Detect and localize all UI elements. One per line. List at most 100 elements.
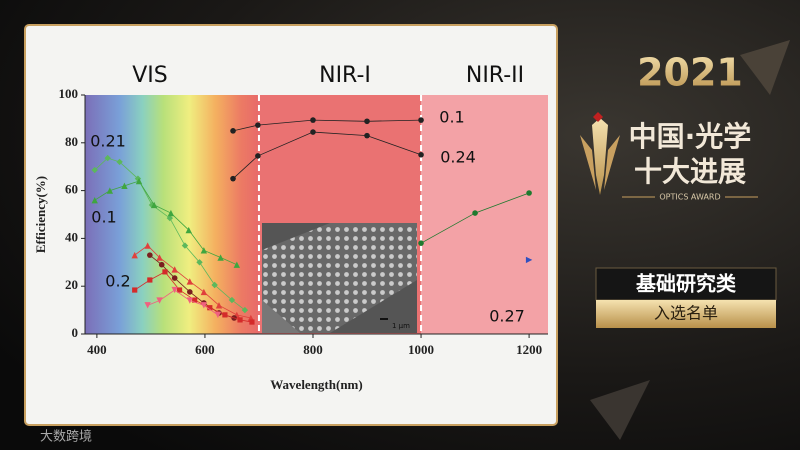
point: [418, 151, 424, 158]
point: [131, 251, 138, 259]
point: [186, 278, 194, 285]
point: [233, 261, 241, 268]
scale-label: 1 μm: [392, 322, 410, 330]
award-year: 2021: [637, 51, 743, 95]
point: [186, 297, 194, 304]
y-tick-label: 0: [72, 325, 79, 340]
point: [166, 214, 174, 222]
point: [116, 158, 123, 166]
point: [147, 252, 153, 258]
annotation: 0.1: [439, 108, 464, 127]
point: [135, 177, 143, 185]
decor: [740, 40, 790, 95]
point: [228, 296, 236, 304]
point: [147, 277, 153, 283]
point: [132, 287, 138, 293]
award: 2021 中国·光学 十大进展 OPTICS AWARD 基础研究类 入选名单: [580, 51, 777, 328]
point: [104, 154, 111, 162]
point: [121, 182, 128, 190]
y-axis-label: Efficiency(%): [33, 176, 48, 253]
x-tick-label: 600: [195, 342, 215, 357]
point: [222, 312, 228, 318]
point: [241, 306, 249, 314]
inset-image: 1 μm: [262, 223, 417, 333]
decor: [590, 380, 650, 440]
watermark: 大数跨境: [40, 430, 92, 445]
award-list: 入选名单: [654, 304, 718, 323]
region-label: VIS: [132, 63, 168, 88]
point: [176, 287, 183, 293]
point: [526, 190, 532, 196]
point: [214, 311, 222, 319]
point: [156, 297, 163, 304]
point: [150, 201, 158, 209]
point: [196, 259, 203, 266]
point: [158, 261, 165, 268]
trophy-gem: [593, 112, 603, 122]
x-tick-label: 800: [303, 342, 323, 357]
point: [167, 209, 175, 217]
point: [91, 196, 98, 204]
annotation: 0.21: [90, 132, 126, 151]
category-box: [595, 267, 777, 301]
x-tick-label: 1200: [516, 342, 542, 357]
trophy: [592, 118, 608, 195]
series-line: [94, 180, 237, 266]
point: [237, 317, 243, 323]
annotation: 0.1: [91, 208, 116, 227]
region-label: NIR-II: [466, 63, 524, 88]
annotation: 0.24: [440, 148, 476, 167]
annotation: 0.27: [489, 307, 525, 326]
award-category: 基础研究类: [636, 272, 736, 296]
point: [200, 302, 208, 309]
point: [418, 117, 424, 123]
list-bar: [596, 300, 776, 328]
y-tick-label: 80: [65, 134, 78, 149]
point: [255, 122, 261, 128]
point: [171, 275, 178, 281]
point: [217, 254, 224, 261]
point: [200, 247, 208, 254]
point: [230, 175, 236, 182]
annotation: 0.2: [105, 272, 130, 291]
point: [215, 302, 223, 309]
point: [255, 153, 261, 159]
award-line: 十大进展: [634, 155, 746, 188]
point: [171, 266, 178, 273]
point: [134, 175, 142, 182]
x-tick-label: 1000: [408, 342, 434, 357]
trophy-wings: [580, 135, 620, 190]
point: [187, 289, 193, 295]
point: [144, 242, 151, 249]
point: [207, 305, 213, 311]
award-english: OPTICS AWARD: [659, 193, 720, 202]
point: [162, 269, 168, 275]
point: [230, 128, 236, 134]
point: [91, 166, 98, 174]
point: [310, 129, 316, 135]
point: [211, 281, 218, 289]
point: [525, 256, 533, 264]
band: [421, 95, 548, 334]
point: [418, 240, 424, 246]
point: [181, 242, 189, 249]
point: [364, 132, 370, 139]
region-label: NIR-I: [319, 63, 371, 88]
y-tick-label: 100: [59, 86, 79, 101]
point: [106, 187, 114, 194]
y-tick-label: 40: [65, 229, 78, 244]
point: [310, 117, 316, 123]
point: [144, 302, 151, 309]
point: [472, 210, 478, 216]
point: [185, 226, 192, 234]
award-line: 中国·光学: [629, 120, 752, 153]
point: [192, 297, 198, 303]
point: [156, 254, 163, 261]
point: [200, 288, 208, 296]
point: [364, 118, 370, 125]
point: [249, 319, 255, 325]
x-tick-label: 400: [87, 342, 107, 357]
x-axis-label: Wavelength(nm): [270, 377, 362, 392]
y-tick-label: 60: [65, 182, 78, 197]
